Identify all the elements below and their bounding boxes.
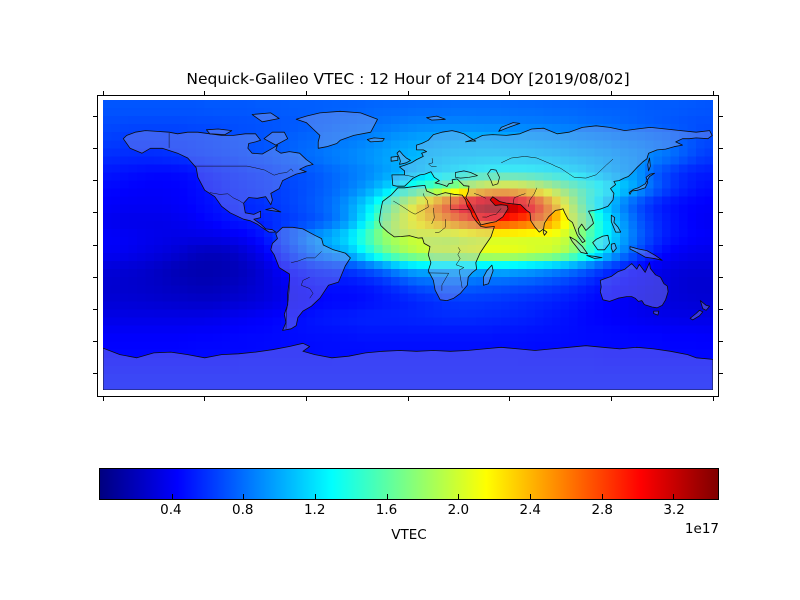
map-frame-tick [719,244,723,246]
map-frame-tick [610,91,612,95]
colorbar-gradient [100,469,718,499]
map-frame-tick [712,397,714,401]
map-frame-tick [93,244,97,246]
map-frame-tick [719,212,723,214]
map-frame-tick [719,180,723,182]
map-frame-tick [102,91,104,95]
colorbar-tick [315,494,316,499]
map-frame-tick [610,397,612,401]
colorbar-tick [243,494,245,499]
vtec-heatmap-cells [103,100,713,390]
map-frame-tick [509,91,511,95]
map-frame-tick [93,373,97,375]
colorbar-label: VTEC [391,527,427,543]
colorbar-tick-labels: 0.4 0.8 1.2 1.6 2.0 2.4 2.8 3.2 [99,502,719,520]
colorbar-tick-label: 0.8 [232,502,254,518]
map-frame-tick [93,308,97,310]
map-frame-tick [719,276,723,278]
map-frame-tick [93,276,97,278]
map-frame-tick [305,397,307,401]
map-frame-tick [712,91,714,95]
map-frame-tick [204,91,206,95]
colorbar-tick [386,494,388,499]
colorbar [99,468,719,500]
colorbar-tick [458,494,460,499]
colorbar-tick-label: 2.8 [591,502,613,518]
colorbar-tick-label: 3.2 [663,502,685,518]
colorbar-tick [601,494,603,499]
map-frame-tick [509,397,511,401]
map-frame-tick [719,308,723,310]
map-frame-tick [93,180,97,182]
map-frame-tick [204,397,206,401]
colorbar-offset-label: 1e17 [684,521,719,537]
colorbar-tick-label: 1.2 [303,502,326,518]
map-frame-tick [407,91,409,95]
map-frame-tick [407,397,409,401]
colorbar-tick-label: 1.6 [375,502,398,518]
map-frame-tick [102,397,104,401]
chart-title: Nequick-Galileo VTEC : 12 Hour of 214 DO… [186,70,630,88]
map-frame-tick [93,147,97,149]
colorbar-tick [673,494,675,499]
lakes-layer [455,168,500,186]
map-frame-tick [305,91,307,95]
colorbar-tick-label: 2.4 [519,502,542,518]
country-borders-layer [168,133,614,329]
map-frame-tick [93,212,97,214]
world-vtec-heatmap [103,100,713,390]
map-frame-tick [719,147,723,149]
map-frame-tick [93,341,97,343]
colorbar-tick [529,494,531,499]
map-frame-tick [719,373,723,375]
colorbar-tick-label: 2.0 [447,502,470,518]
colorbar-tick [171,494,173,499]
map-frame-tick [719,115,723,117]
map-frame-tick [719,341,723,343]
coastlines-layer [103,110,713,390]
colorbar-tick-label: 0.4 [160,502,182,518]
map-frame-tick [93,115,97,117]
